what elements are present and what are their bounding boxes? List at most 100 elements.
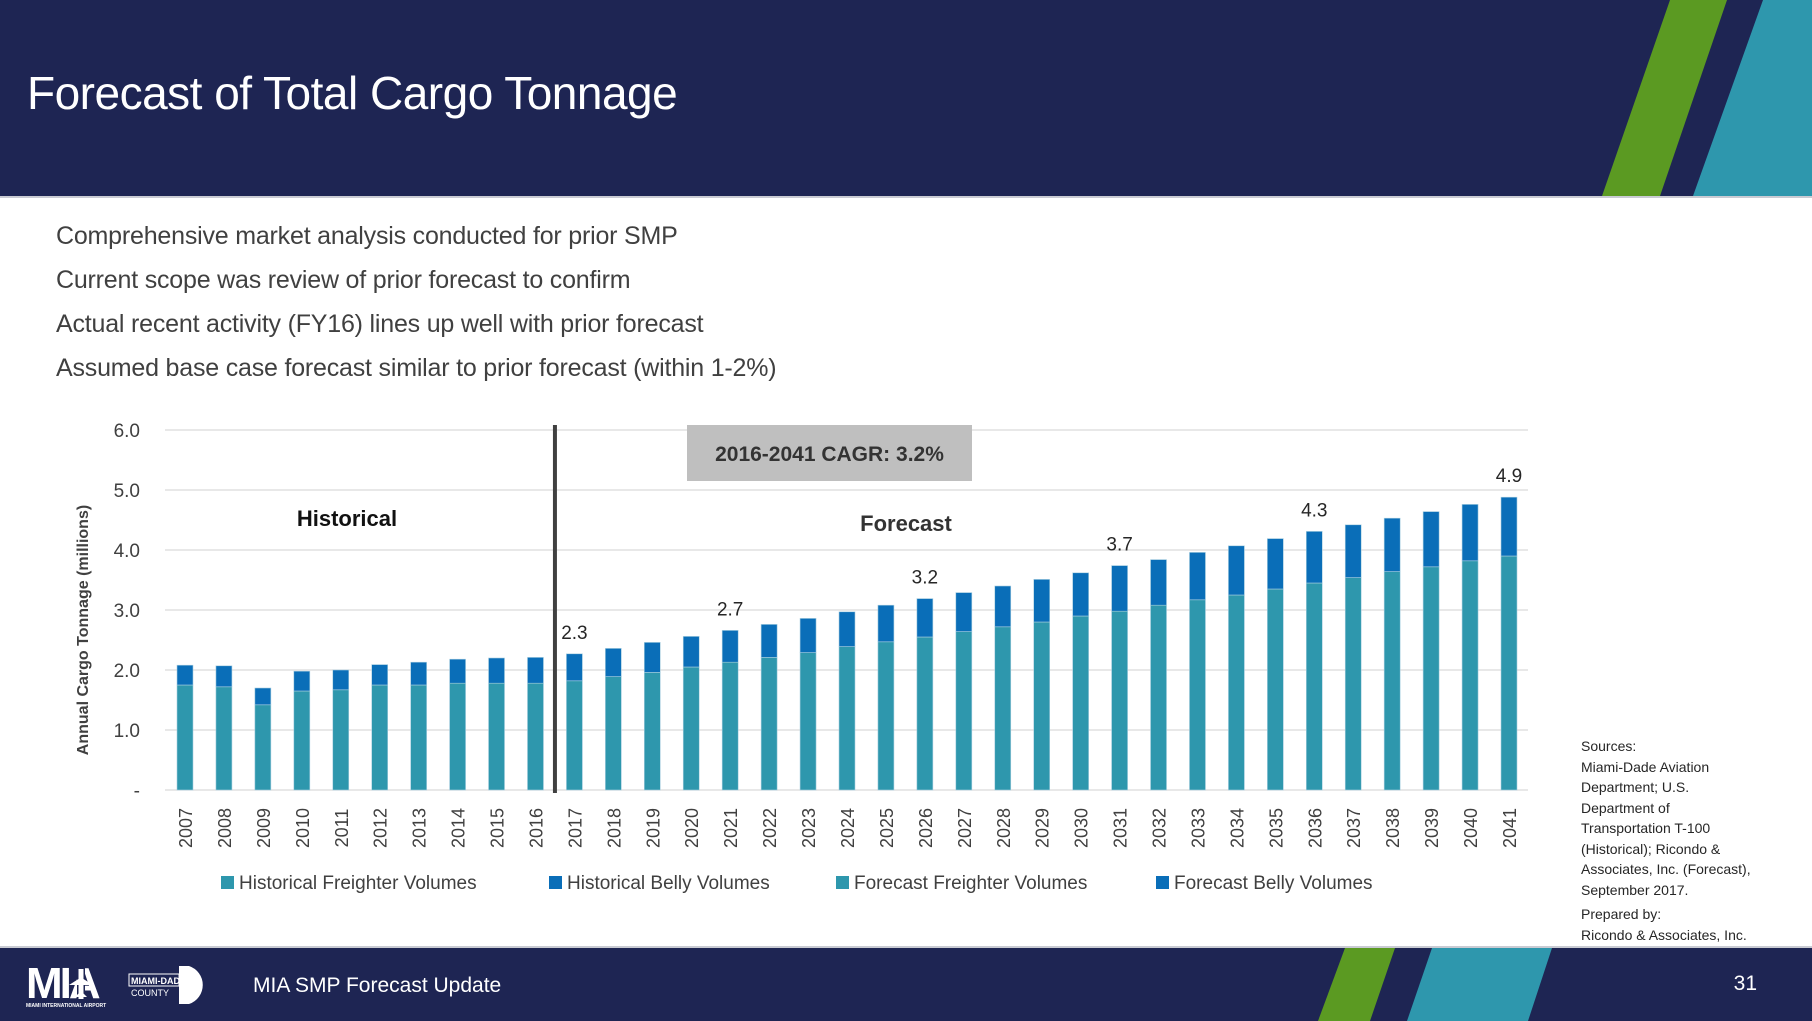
bullet-list: Comprehensive market analysis conducted …: [56, 214, 777, 390]
x-tick-label: 2017: [565, 808, 585, 848]
forecast-freighter-bar: [1461, 560, 1479, 791]
cagr-box: [687, 425, 972, 481]
forecast-belly-bar: [1111, 565, 1128, 612]
y-tick-label: 5.0: [114, 481, 140, 502]
legend-label: Forecast Belly Volumes: [1174, 873, 1373, 894]
historical-freighter-bar: [371, 684, 389, 791]
forecast-freighter-bar: [1383, 571, 1401, 791]
legend-label: Historical Belly Volumes: [567, 873, 770, 894]
historical-belly-bar: [449, 658, 466, 684]
forecast-freighter-bar: [916, 636, 934, 791]
x-tick-label: 2020: [682, 808, 702, 848]
historical-belly-bar: [371, 664, 389, 686]
legend-swatch: [549, 876, 562, 889]
slide-header: Forecast of Total Cargo Tonnage: [0, 0, 1812, 198]
x-tick-label: 2016: [526, 808, 546, 848]
x-tick-label: 2028: [994, 808, 1014, 848]
airplane-icon: [69, 967, 93, 1001]
y-tick-label: 4.0: [114, 541, 140, 562]
forecast-freighter-bar: [1422, 566, 1440, 791]
forecast-freighter-bar: [994, 626, 1012, 791]
y-axis-ticks: - 1.0 2.0 3.0 4.0 5.0 6.0: [114, 421, 140, 802]
data-labels: 2.3 2.7 3.2 3.7 4.3 4.9: [561, 466, 1522, 644]
historical-belly-bar: [488, 657, 505, 684]
x-tick-label: 2035: [1266, 808, 1286, 848]
forecast-freighter-bar: [955, 631, 973, 791]
data-label: 3.7: [1106, 535, 1132, 556]
page-number: 31: [1733, 972, 1757, 995]
x-tick-label: 2021: [721, 808, 741, 848]
x-tick-label: 2007: [176, 808, 196, 848]
forecast-freighter-bar: [566, 680, 583, 791]
historical-belly-bar: [176, 664, 194, 686]
mia-logo: MIA MIAMI INTERNATIONAL AIRPORT MIAMI-DA…: [26, 961, 203, 1009]
cargo-tonnage-chart: - 1.0 2.0 3.0 4.0 5.0 6.0 Annual Cargo Tonnage…: [75, 421, 1528, 894]
historical-freighter-bar: [176, 684, 194, 791]
teal-stripe: [1693, 0, 1812, 196]
forecast-freighter-bar: [1305, 582, 1323, 791]
forecast-freighter-bar: [877, 641, 895, 791]
bars: [176, 496, 1518, 791]
data-label: 4.3: [1301, 500, 1327, 521]
forecast-freighter-bar: [1111, 610, 1128, 791]
forecast-belly-bar: [1344, 524, 1362, 578]
bullet-item: Assumed base case forecast similar to pr…: [56, 354, 777, 382]
x-tick-label: 2034: [1227, 808, 1247, 848]
historical-freighter-bar: [215, 686, 233, 791]
bullet-item: Comprehensive market analysis conducted …: [56, 222, 678, 250]
forecast-freighter-bar: [1267, 588, 1284, 791]
legend-swatch: [1156, 876, 1169, 889]
x-tick-label: 2030: [1072, 808, 1092, 848]
footer-stripes: [1318, 948, 1552, 1021]
historical-freighter-bar: [527, 682, 544, 791]
historical-belly-bar: [527, 657, 544, 684]
x-tick-label: 2037: [1344, 808, 1364, 848]
teal-stripe: [1407, 948, 1552, 1021]
x-tick-label: 2012: [371, 808, 391, 848]
data-label: 2.3: [561, 623, 587, 644]
forecast-freighter-bar: [1189, 599, 1206, 791]
header-stripes: [1602, 0, 1812, 196]
slide-title: Forecast of Total Cargo Tonnage: [27, 67, 678, 119]
historical-freighter-bar: [293, 690, 311, 791]
forecast-belly-bar: [994, 585, 1012, 628]
forecast-belly-bar: [682, 636, 700, 668]
forecast-belly-bar: [916, 598, 934, 638]
forecast-belly-bar: [877, 604, 895, 643]
x-tick-label: 2031: [1111, 808, 1131, 848]
forecast-belly-bar: [838, 611, 856, 647]
x-tick-label: 2029: [1033, 808, 1053, 848]
x-tick-label: 2010: [293, 808, 313, 848]
forecast-belly-bar: [1072, 572, 1089, 617]
forecast-belly-bar: [1305, 531, 1323, 584]
prepared-by: Prepared by: Ricondo & Associates, Inc.: [1581, 906, 1747, 943]
footer-title: MIA SMP Forecast Update: [253, 974, 502, 997]
forecast-belly-bar: [1033, 579, 1051, 623]
historical-freighter-bar: [254, 704, 272, 791]
forecast-label: Forecast: [860, 511, 952, 536]
forecast-belly-bar: [799, 618, 817, 653]
sources-text: Sources: Miami-Dade Aviation Department;…: [1581, 738, 1751, 898]
historical-freighter-bar: [488, 682, 505, 791]
forecast-freighter-bar: [1344, 577, 1362, 791]
forecast-freighter-bar: [643, 672, 661, 791]
green-stripe: [1318, 948, 1395, 1021]
historical-belly-bar: [293, 670, 311, 692]
data-label: 3.2: [912, 568, 938, 589]
cagr-label: 2016-2041 CAGR: 3.2%: [715, 443, 944, 466]
forecast-belly-bar: [1150, 559, 1167, 606]
forecast-belly-bar: [1267, 538, 1284, 590]
forecast-freighter-bar: [1150, 604, 1167, 791]
forecast-freighter-bar: [760, 657, 778, 791]
x-tick-label: 2019: [643, 808, 663, 848]
historical-belly-bar: [254, 687, 272, 706]
x-axis-ticks: 2007 2008 2009 2010 2011 2012 2013 2014 2015 2016…: [176, 808, 1520, 848]
forecast-belly-bar: [1422, 511, 1440, 568]
logo-d-shape: [179, 966, 203, 1004]
legend-swatch: [221, 876, 234, 889]
historical-label: Historical: [297, 506, 397, 531]
forecast-freighter-bar: [1228, 594, 1245, 791]
x-tick-label: 2009: [254, 808, 274, 848]
data-label: 4.9: [1496, 466, 1522, 487]
forecast-freighter-bar: [1072, 615, 1089, 791]
